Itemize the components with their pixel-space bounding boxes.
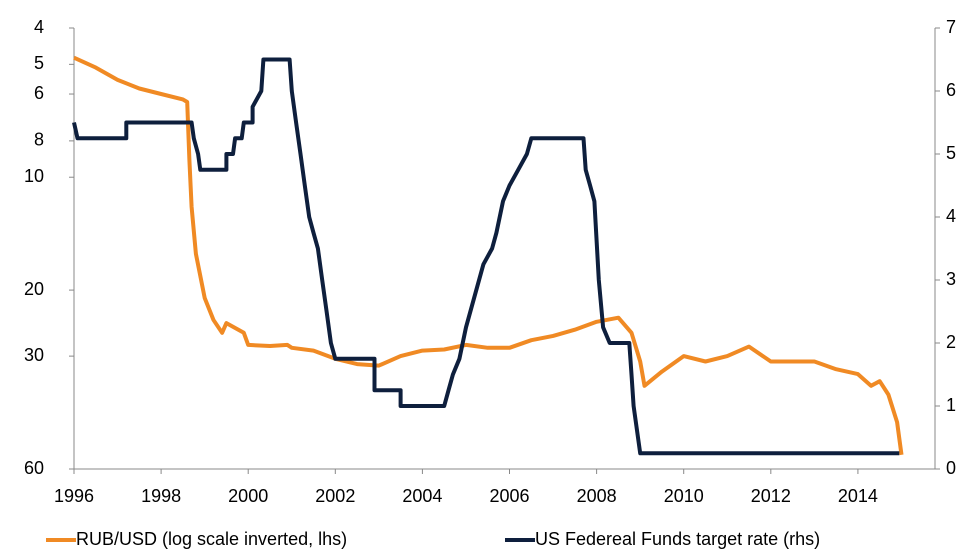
y-tick-label: 60	[24, 458, 44, 478]
y-tick-label: 4	[34, 17, 44, 37]
x-tick-label: 2012	[751, 486, 791, 506]
y2-tick-label: 2	[946, 332, 956, 352]
x-tick-label: 2006	[489, 486, 529, 506]
y2-tick-label: 3	[946, 269, 956, 289]
x-tick-label: 2010	[664, 486, 704, 506]
y2-tick-label: 5	[946, 143, 956, 163]
y-tick-label: 5	[34, 53, 44, 73]
y2-tick-label: 7	[946, 17, 956, 37]
y2-tick-label: 0	[946, 458, 956, 478]
series-line	[73, 55, 904, 456]
x-tick-label: 2000	[228, 486, 268, 506]
legend-label: US Federeal Funds target rate (rhs)	[535, 529, 820, 549]
y2-tick-label: 6	[946, 80, 956, 100]
x-tick-label: 2004	[402, 486, 442, 506]
y2-tick-label: 1	[946, 395, 956, 415]
y-tick-label: 30	[24, 345, 44, 365]
x-tick-label: 1996	[54, 486, 94, 506]
y2-tick-label: 4	[946, 206, 956, 226]
x-tick-label: 2014	[838, 486, 878, 506]
y-tick-label: 6	[34, 83, 44, 103]
x-tick-label: 2002	[315, 486, 355, 506]
x-tick-label: 1998	[141, 486, 181, 506]
y-tick-label: 10	[24, 166, 44, 186]
y-tick-label: 8	[34, 130, 44, 150]
y-tick-label: 20	[24, 279, 44, 299]
legend-label: RUB/USD (log scale inverted, lhs)	[76, 529, 347, 549]
x-tick-label: 2008	[577, 486, 617, 506]
series-line	[72, 57, 900, 456]
